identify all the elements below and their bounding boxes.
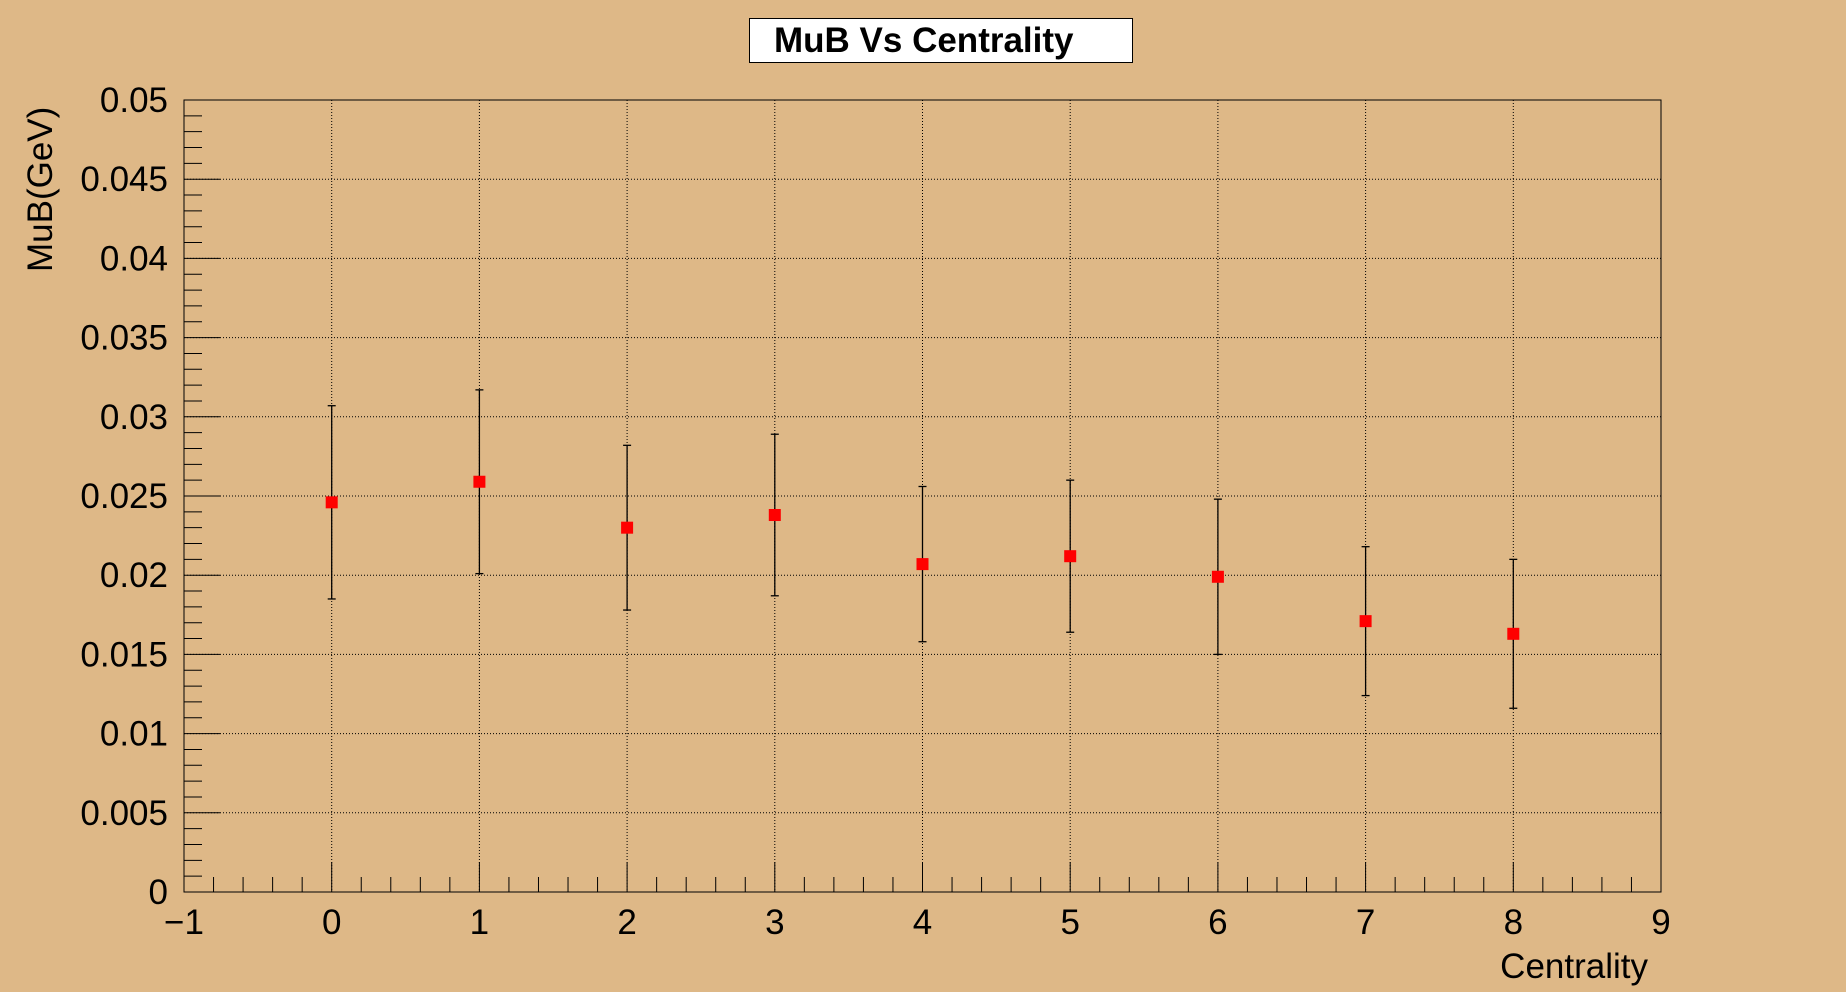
- x-tick-label: −1: [164, 903, 204, 942]
- y-tick-label: 0.005: [80, 794, 168, 833]
- y-tick-label: 0: [149, 873, 168, 912]
- data-point-marker: [916, 558, 929, 571]
- x-tick-label: 3: [765, 903, 784, 942]
- chart-title: MuB Vs Centrality: [749, 18, 1133, 63]
- y-tick-label: 0.04: [100, 239, 168, 278]
- x-tick-label: 9: [1651, 903, 1670, 942]
- x-tick-label: 4: [913, 903, 932, 942]
- y-tick-label: 0.025: [80, 477, 168, 516]
- y-tick-label: 0.045: [80, 160, 168, 199]
- axis-ticks: [183, 99, 1662, 893]
- y-tick-label: 0.02: [100, 556, 168, 595]
- x-tick-label: 0: [322, 903, 341, 942]
- x-tick-label: 7: [1356, 903, 1375, 942]
- x-tick-label: 8: [1504, 903, 1523, 942]
- data-point-marker: [1211, 570, 1224, 583]
- data-points: [325, 389, 1520, 709]
- data-point-marker: [1359, 615, 1372, 628]
- chart-title-text: MuB Vs Centrality: [774, 20, 1074, 60]
- y-tick-label: 0.03: [100, 398, 168, 437]
- data-point-marker: [768, 509, 781, 522]
- data-point-marker: [325, 496, 338, 509]
- x-tick-label: 6: [1208, 903, 1227, 942]
- x-tick-label: 5: [1060, 903, 1079, 942]
- y-tick-label: 0.035: [80, 319, 168, 358]
- x-tick-label: 1: [470, 903, 489, 942]
- data-point-marker: [1064, 550, 1077, 563]
- x-tick-label: 2: [617, 903, 636, 942]
- tick-labels: −1 0 1 2 3 4 5 6 7 8 900.0050.010.0150.020.0250.03…: [80, 81, 1670, 942]
- y-tick-label: 0.01: [100, 715, 168, 754]
- data-point-marker: [473, 475, 486, 488]
- data-point-marker: [1507, 627, 1520, 640]
- x-axis-label: Centrality: [1500, 947, 1648, 986]
- y-tick-label: 0.05: [100, 81, 168, 120]
- data-point-marker: [621, 521, 634, 534]
- y-axis-label: MuB(GeV): [21, 107, 60, 272]
- y-tick-label: 0.015: [80, 635, 168, 674]
